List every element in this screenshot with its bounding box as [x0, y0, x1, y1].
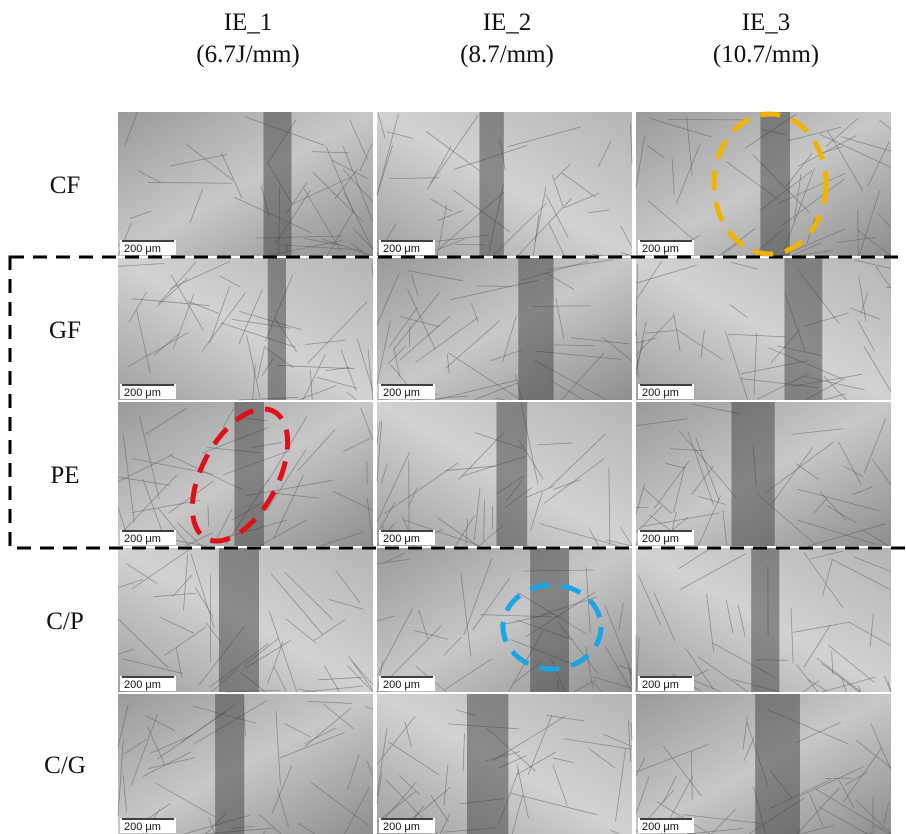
- micrograph: 200 μm: [377, 694, 632, 834]
- micrograph: 200 μm: [377, 548, 632, 692]
- row-label: C/P: [46, 608, 84, 635]
- micrograph-grid: 200 μm 200 μm 200 μm 200 μm 200 μm 200 μm 200 …: [118, 112, 891, 834]
- figure: 200 μm 200 μm 200 μm 200 μm 200 μm 200 μm 200 …: [0, 0, 906, 834]
- column-energy: (8.7/mm): [460, 41, 554, 68]
- micrograph: 200 μm: [118, 694, 373, 834]
- scale-bar-label: 200 μm: [642, 533, 679, 545]
- micrograph: 200 μm: [118, 548, 373, 692]
- damage-band: [784, 258, 822, 400]
- micrograph: 200 μm: [377, 402, 632, 546]
- image-bg: [636, 258, 891, 400]
- damage-band: [215, 694, 244, 834]
- image-bg: [118, 112, 373, 256]
- image-bg: [377, 112, 632, 256]
- scale-bar-label: 200 μm: [383, 679, 420, 691]
- micrograph: 200 μm: [636, 112, 891, 256]
- micrograph: 200 μm: [636, 548, 891, 692]
- scale-bar-label: 200 μm: [124, 533, 161, 545]
- fibre: [825, 778, 853, 779]
- column-energy: (10.7/mm): [713, 41, 819, 68]
- image-bg: [377, 548, 632, 692]
- column-title: IE_2: [483, 9, 532, 36]
- column-title: IE_3: [742, 9, 791, 36]
- scale-bar-label: 200 μm: [124, 821, 161, 833]
- image-bg: [377, 258, 632, 400]
- micrograph: 200 μm: [118, 258, 373, 400]
- row-label: CF: [50, 172, 81, 199]
- micrograph: 200 μm: [118, 402, 373, 546]
- damage-band: [467, 694, 508, 834]
- scale-bar-label: 200 μm: [383, 821, 420, 833]
- scale-bar-label: 200 μm: [124, 243, 161, 255]
- column-energy: (6.7J/mm): [196, 41, 299, 68]
- scale-bar-label: 200 μm: [383, 243, 420, 255]
- damage-band: [755, 694, 800, 834]
- micrograph: 200 μm: [377, 112, 632, 256]
- damage-band: [479, 112, 503, 256]
- damage-band: [760, 112, 790, 256]
- micrograph: 200 μm: [636, 694, 891, 834]
- damage-band: [751, 548, 779, 692]
- scale-bar-label: 200 μm: [642, 387, 679, 399]
- scale-bar-label: 200 μm: [124, 679, 161, 691]
- scale-bar-label: 200 μm: [383, 533, 420, 545]
- damage-band: [268, 258, 286, 400]
- damage-band: [731, 402, 774, 546]
- damage-band: [496, 402, 527, 546]
- scale-bar-label: 200 μm: [124, 387, 161, 399]
- scale-bar-label: 200 μm: [642, 679, 679, 691]
- scale-bar-label: 200 μm: [383, 387, 420, 399]
- micrograph: 200 μm: [118, 112, 373, 256]
- row-label: GF: [49, 317, 81, 344]
- row-label: PE: [50, 462, 79, 489]
- damage-band: [263, 112, 291, 256]
- scale-bar-label: 200 μm: [642, 821, 679, 833]
- damage-band: [518, 258, 553, 400]
- scale-bar-label: 200 μm: [642, 243, 679, 255]
- micrograph: 200 μm: [377, 258, 632, 400]
- micrograph: 200 μm: [636, 258, 891, 400]
- damage-band: [219, 548, 259, 692]
- row-label: C/G: [44, 752, 86, 779]
- column-title: IE_1: [224, 9, 273, 36]
- micrograph: 200 μm: [636, 402, 891, 546]
